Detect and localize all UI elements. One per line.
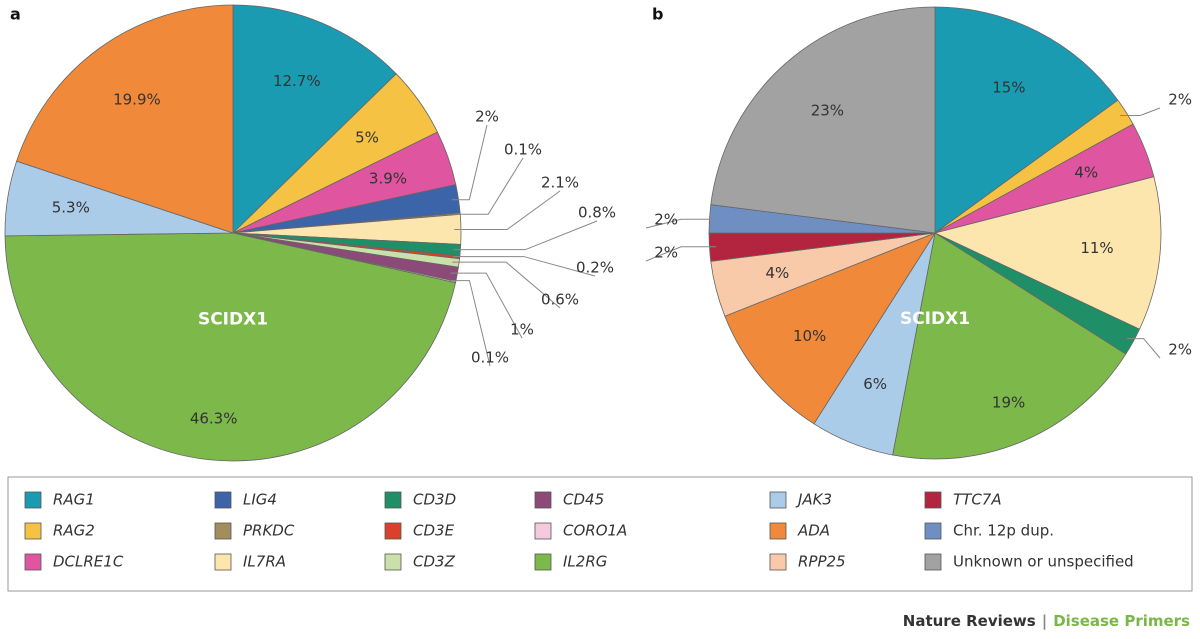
leader-line	[453, 157, 524, 215]
legend-swatch	[534, 491, 552, 509]
legend-label: CD3D	[413, 491, 456, 509]
legend-label: CD3E	[413, 522, 455, 540]
slice-label: 0.2%	[576, 259, 614, 277]
legend-swatch	[214, 491, 232, 509]
slice-label: 19.9%	[113, 90, 161, 108]
legend-label: PRKDC	[243, 522, 295, 540]
pie	[708, 6, 1162, 460]
legend-swatch	[24, 522, 42, 540]
slice-label: 0.1%	[504, 141, 542, 159]
footer-publisher: Nature Reviews	[903, 612, 1036, 630]
footer-separator: |	[1042, 612, 1047, 631]
legend-label: ADA	[797, 522, 830, 540]
slice-label: 23%	[811, 101, 844, 119]
legend-swatch	[384, 491, 402, 509]
slice-label: 4%	[765, 264, 789, 282]
legend-label: RPP25	[798, 553, 846, 571]
leader-line	[453, 220, 598, 251]
leader-line	[451, 124, 488, 201]
slice-label: 6%	[863, 375, 887, 393]
legend-swatch	[214, 553, 232, 571]
legend-swatch	[769, 553, 787, 571]
legend-label: RAG1	[53, 491, 95, 509]
legend-label: JAK3	[795, 491, 832, 509]
legend-swatch	[384, 522, 402, 540]
leader-line	[645, 218, 717, 229]
legend-swatch	[214, 522, 232, 540]
leader-line	[645, 246, 717, 262]
pie-slice	[934, 6, 1119, 234]
slice-label: 0.6%	[541, 291, 579, 309]
legend-label: CD45	[563, 491, 604, 509]
footer: Nature Reviews | Disease Primers	[903, 612, 1190, 631]
slice-label: 15%	[992, 79, 1025, 97]
slice-label: 2.1%	[541, 174, 579, 192]
leader-line	[448, 280, 491, 367]
slice-label: 0.8%	[578, 204, 616, 222]
slice-label: 0.1%	[471, 349, 509, 367]
pie-slice	[892, 232, 1127, 460]
slice-annotation: SCIDX1	[198, 310, 268, 330]
legend-label: DCLRE1C	[53, 553, 124, 571]
leader-line	[452, 261, 561, 309]
slice-label: 12.7%	[273, 72, 321, 90]
legend-swatch	[534, 522, 552, 540]
panel-label: a	[10, 5, 21, 24]
legend-swatch	[924, 553, 942, 571]
slice-label: 46.3%	[190, 409, 238, 427]
legend-swatch	[769, 522, 787, 540]
legend-label: IL7RA	[243, 553, 286, 571]
slice-label: 4%	[1074, 164, 1098, 182]
slice-annotation: SCIDX1	[900, 309, 970, 329]
legend-label: IL2RG	[563, 553, 607, 571]
slice-label: 2%	[654, 244, 678, 262]
pie	[4, 4, 462, 462]
legend-swatch	[534, 553, 552, 571]
legend-label: RAG2	[53, 522, 95, 540]
footer-series: Disease Primers	[1053, 612, 1190, 630]
legend-box	[7, 476, 1193, 592]
slice-label: 3.9%	[369, 169, 407, 187]
pie-slice	[724, 232, 936, 425]
pie-slice	[232, 4, 397, 234]
slice-label: 10%	[793, 327, 826, 345]
legend-swatch	[769, 491, 787, 509]
slice-label: 2%	[1168, 91, 1192, 109]
pie-slice	[933, 176, 1162, 330]
slice-label: 2%	[475, 108, 499, 126]
slice-label: 5.3%	[52, 198, 90, 216]
slice-label: 2%	[654, 211, 678, 229]
legend-label: Unknown or unspecified	[953, 553, 1134, 571]
slice-label: 2%	[1168, 341, 1192, 359]
pie-slice	[16, 4, 234, 234]
panel-label: b	[652, 5, 663, 24]
slice-label: 11%	[1080, 239, 1113, 257]
legend-label: CORO1A	[563, 522, 627, 540]
legend-label: Chr. 12p dup.	[953, 522, 1054, 540]
leader-line	[454, 190, 561, 231]
legend-swatch	[924, 491, 942, 509]
leader-line	[450, 272, 523, 339]
legend-swatch	[924, 522, 942, 540]
legend-swatch	[384, 553, 402, 571]
slice-label: 19%	[992, 394, 1025, 412]
legend-label: LIG4	[243, 491, 277, 509]
leader-line	[452, 256, 596, 277]
pie-slice	[710, 6, 936, 234]
legend-swatch	[24, 491, 42, 509]
legend-label: TTC7A	[953, 491, 1002, 509]
leader-line	[1120, 107, 1161, 117]
slice-label: 1%	[510, 321, 534, 339]
legend-label: CD3Z	[413, 553, 456, 571]
leader-line	[1127, 338, 1161, 359]
pie-slice	[4, 232, 456, 462]
slice-label: 5%	[355, 129, 379, 147]
legend-swatch	[24, 553, 42, 571]
